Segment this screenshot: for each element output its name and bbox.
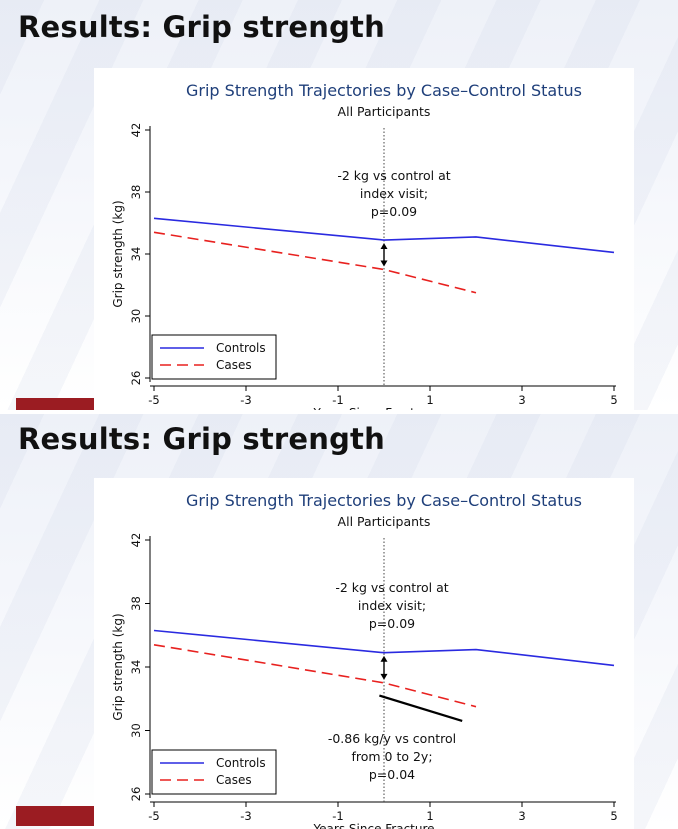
x-tick-label: -1 — [332, 809, 343, 823]
x-tick-label: 5 — [610, 809, 617, 823]
difference-arrow-head-up — [380, 243, 388, 250]
difference-annotation-line: index visit; — [358, 598, 426, 613]
y-tick-label: 38 — [129, 596, 143, 611]
legend-label-cases: Cases — [216, 358, 252, 372]
slide-heading: Results: Grip strength — [18, 422, 385, 456]
legend-label-cases: Cases — [216, 773, 252, 787]
slope-difference-line — [379, 694, 463, 723]
y-tick-label: 30 — [129, 309, 143, 324]
y-tick-label: 34 — [129, 247, 143, 262]
x-tick-label: 1 — [426, 393, 433, 407]
difference-annotation-line: -2 kg vs control at — [337, 168, 450, 183]
x-tick-label: 3 — [518, 809, 525, 823]
x-tick-label: -3 — [240, 393, 251, 407]
series-line-cases — [153, 231, 477, 294]
series-line-controls — [153, 629, 615, 667]
slope-annotation-line: from 0 to 2y; — [351, 749, 432, 764]
difference-arrow-head-down — [380, 260, 388, 267]
x-tick-label: 3 — [518, 393, 525, 407]
chart-subtitle: All Participants — [338, 514, 431, 529]
y-tick-label: 42 — [129, 533, 143, 548]
x-tick-label: 1 — [426, 809, 433, 823]
x-tick-label: -3 — [240, 809, 251, 823]
legend-label-controls: Controls — [216, 341, 266, 355]
x-tick-label: -5 — [148, 809, 159, 823]
y-tick-label: 34 — [129, 660, 143, 675]
grip-strength-chart: Grip Strength Trajectories by Case–Contr… — [111, 491, 618, 829]
slope-annotation-line: -0.86 kg/y vs control — [328, 731, 456, 746]
difference-annotation-line: p=0.09 — [369, 616, 415, 631]
x-tick-label: -5 — [148, 393, 159, 407]
difference-annotation-line: -2 kg vs control at — [335, 580, 448, 595]
legend-label-controls: Controls — [216, 756, 266, 770]
chart-panel: Grip Strength Trajectories by Case–Contr… — [94, 68, 634, 410]
y-tick-label: 38 — [129, 185, 143, 200]
grip-strength-chart: Grip Strength Trajectories by Case–Contr… — [111, 81, 618, 410]
slide-2: Results: Grip strength Grip Strength Tra… — [0, 414, 678, 829]
x-axis-label: Years Since Fracture — [312, 406, 434, 410]
chart-title: Grip Strength Trajectories by Case–Contr… — [186, 81, 582, 100]
legend-box — [151, 334, 277, 380]
x-tick-label: 5 — [610, 393, 617, 407]
series-line-cases — [153, 643, 477, 708]
y-tick-label: 42 — [129, 123, 143, 138]
slide-heading: Results: Grip strength — [18, 10, 385, 44]
y-axis-label: Grip strength (kg) — [111, 613, 125, 720]
chart-subtitle: All Participants — [338, 104, 431, 119]
difference-arrow-head-up — [380, 655, 388, 662]
difference-annotation-line: p=0.09 — [371, 204, 417, 219]
y-axis-label: Grip strength (kg) — [111, 200, 125, 307]
slope-annotation-line: p=0.04 — [369, 767, 415, 782]
series-line-controls — [153, 217, 615, 254]
slide-accent-bar — [16, 398, 94, 410]
y-tick-label: 26 — [129, 787, 143, 802]
x-axis-label: Years Since Fracture — [312, 822, 434, 829]
difference-arrow-head-down — [380, 673, 388, 680]
chart-panel: Grip Strength Trajectories by Case–Contr… — [94, 478, 634, 829]
x-tick-label: -1 — [332, 393, 343, 407]
chart-title: Grip Strength Trajectories by Case–Contr… — [186, 491, 582, 510]
difference-annotation-line: index visit; — [360, 186, 428, 201]
y-tick-label: 30 — [129, 723, 143, 738]
legend-box — [151, 749, 277, 795]
slide-1: Results: Grip strength Grip Strength Tra… — [0, 0, 678, 410]
slide-accent-bar — [16, 806, 94, 826]
y-tick-label: 26 — [129, 371, 143, 386]
